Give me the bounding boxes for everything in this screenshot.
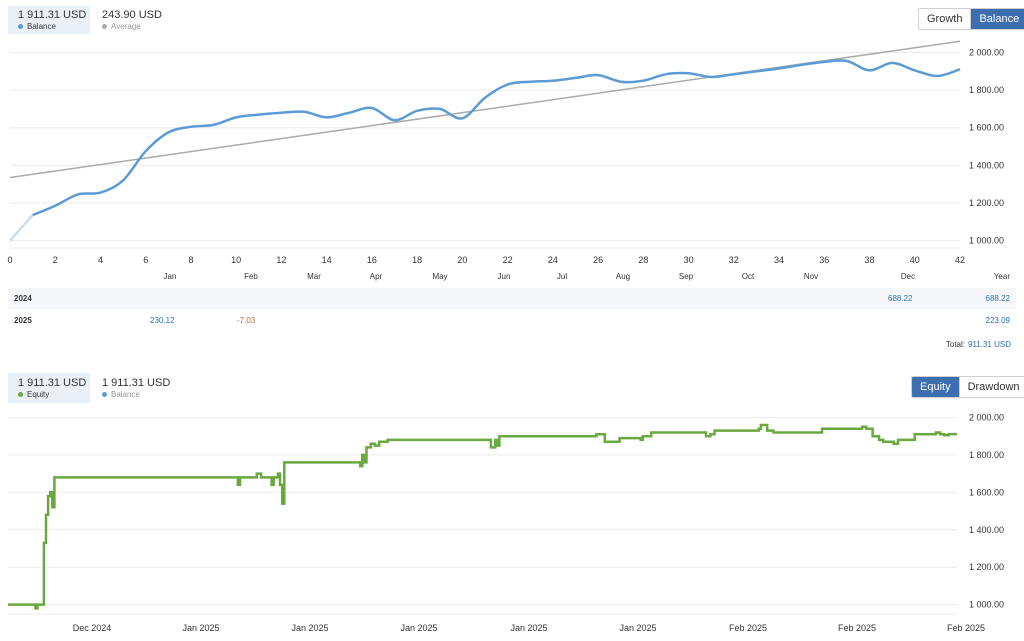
x-tick-label: 20	[457, 255, 467, 265]
month-header: Nov	[804, 272, 818, 281]
year-2025-label: 2025	[14, 316, 32, 325]
x-tick-label: 10	[231, 255, 241, 265]
month-header: Jan	[164, 272, 177, 281]
month-header: Feb	[244, 272, 258, 281]
legend-equity-value: 1 911.31 USD	[18, 376, 87, 389]
legend-average[interactable]: 243.90 USD Average	[92, 6, 174, 34]
balance-series-line	[32, 59, 961, 217]
x-tick-label: Jan 2025	[182, 623, 219, 633]
y-tick-label: 1 400.00	[969, 525, 1004, 535]
y-tick-label: 1 600.00	[969, 487, 1004, 497]
legend-average-value: 243.90 USD	[102, 8, 162, 21]
equity-dot-icon	[18, 392, 23, 397]
average-dot-icon	[102, 24, 107, 29]
legend-balance-label: Balance	[27, 21, 56, 31]
month-header: Jun	[498, 272, 511, 281]
balance-initial-segment	[9, 214, 34, 242]
balance-button[interactable]: Balance	[970, 9, 1024, 29]
month-header: Dec	[901, 272, 915, 281]
x-tick-label: 14	[322, 255, 332, 265]
y-tick-label: 2 000.00	[969, 412, 1004, 422]
total-value: 911.31 USD	[968, 340, 1011, 349]
x-tick-label: 36	[819, 255, 829, 265]
x-tick-label: 2	[53, 255, 58, 265]
balance-chart: 1 000.00 1 200.00 1 400.00 1 600.00 1 800.00…	[7, 40, 1011, 281]
y-tick-label: 1 800.00	[969, 450, 1004, 460]
month-header: Mar	[307, 272, 321, 281]
y-tick-label: 1 800.00	[969, 85, 1004, 95]
x-tick-label: 6	[143, 255, 148, 265]
x-tick-label: 0	[7, 255, 12, 265]
x-tick-label: 38	[865, 255, 875, 265]
top-chart-toggle: Growth Balance	[918, 8, 1024, 30]
y-tick-label: 1 600.00	[969, 123, 1004, 133]
legend-equity-label: Equity	[27, 389, 50, 399]
x-tick-label: 34	[774, 255, 784, 265]
y-tick-label: 1 400.00	[969, 160, 1004, 170]
y-tick-label: 1 000.00	[969, 235, 1004, 245]
year-2024-label: 2024	[14, 294, 32, 303]
legend-balance-bottom-label: Balance	[111, 389, 140, 399]
y-tick-label: 1 000.00	[969, 600, 1004, 610]
legend-balance-value: 1 911.31 USD	[18, 8, 87, 21]
cell-2024-dec: 688.22	[888, 294, 913, 303]
bottom-chart-toggle: Equity Drawdown	[911, 376, 1024, 398]
table-row-2025: 2025 230.12 -7.03 223.09	[8, 310, 1016, 331]
drawdown-button[interactable]: Drawdown	[958, 377, 1024, 397]
balance-bottom-dot-icon	[102, 392, 107, 397]
y-tick-label: 2 000.00	[969, 48, 1004, 58]
x-tick-label: 18	[412, 255, 422, 265]
x-tick-label: 32	[729, 255, 739, 265]
y-tick-label: 1 200.00	[969, 562, 1004, 572]
x-tick-label: 30	[684, 255, 694, 265]
month-header: Jul	[557, 272, 567, 281]
x-tick-label: 42	[955, 255, 965, 265]
total-row: Total: 911.31 USD	[946, 340, 1011, 349]
x-tick-label: Jan 2025	[291, 623, 328, 633]
x-tick-label: Feb 2025	[729, 623, 767, 633]
month-header: Apr	[370, 272, 383, 281]
cell-2025-total: 223.09	[985, 316, 1010, 325]
cell-2025-feb: -7.03	[237, 316, 256, 325]
legend-average-label: Average	[111, 21, 141, 31]
month-header: Aug	[616, 272, 630, 281]
total-label: Total:	[945, 340, 965, 349]
legend-balance-bottom-value: 1 911.31 USD	[102, 376, 171, 389]
legend-balance-bottom[interactable]: 1 911.31 USD Balance	[92, 373, 182, 403]
balance-dot-icon	[18, 24, 23, 29]
x-tick-label: 8	[188, 255, 193, 265]
table-row-2024: 2024 688.22 688.22	[8, 288, 1016, 309]
growth-button[interactable]: Growth	[919, 9, 971, 29]
x-tick-label: 12	[276, 255, 286, 265]
x-tick-label: 4	[98, 255, 103, 265]
x-tick-label: Feb 2025	[947, 623, 985, 633]
month-header: Sep	[679, 272, 694, 281]
y-tick-label: 1 200.00	[969, 198, 1004, 208]
x-tick-label: Dec 2024	[73, 623, 112, 633]
x-tick-label: Jan 2025	[510, 623, 547, 633]
x-tick-label: 22	[503, 255, 513, 265]
year-header: Year	[994, 272, 1011, 281]
month-header: May	[432, 272, 447, 281]
x-tick-label: 16	[367, 255, 377, 265]
x-tick-label: Jan 2025	[400, 623, 437, 633]
x-tick-label: 24	[548, 255, 558, 265]
cell-2025-jan: 230.12	[150, 316, 175, 325]
x-tick-label: Jan 2025	[619, 623, 656, 633]
x-tick-label: 28	[638, 255, 648, 265]
cell-2024-total: 688.22	[985, 294, 1010, 303]
legend-equity[interactable]: 1 911.31 USD Equity	[8, 373, 90, 403]
equity-series-line	[8, 423, 957, 610]
x-tick-label: 26	[593, 255, 603, 265]
equity-button[interactable]: Equity	[912, 377, 959, 397]
legend-balance[interactable]: 1 911.31 USD Balance	[8, 6, 90, 34]
month-header: Oct	[742, 272, 755, 281]
x-tick-label: Feb 2025	[838, 623, 876, 633]
x-tick-label: 40	[910, 255, 920, 265]
